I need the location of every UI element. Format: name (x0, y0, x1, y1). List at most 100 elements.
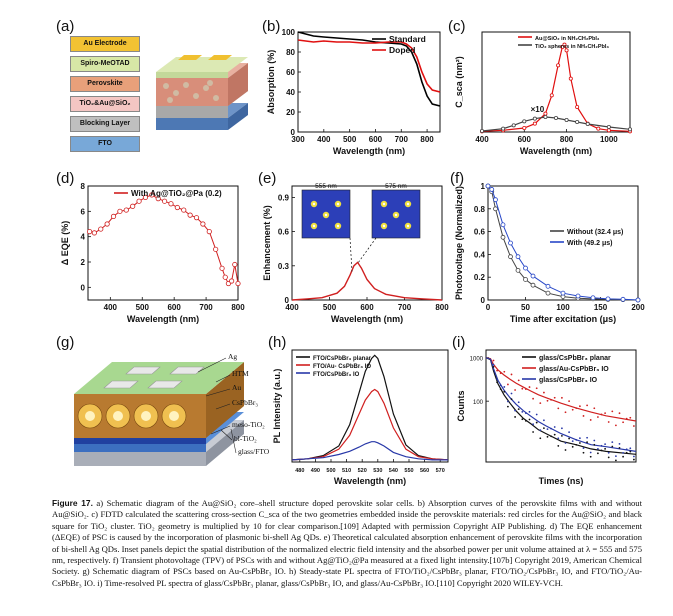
data-point (622, 421, 624, 424)
y-tick-label: 0.4 (474, 250, 486, 259)
series-line (291, 441, 448, 461)
data-point (575, 443, 578, 446)
y-tick-label: 60 (286, 68, 295, 77)
data-point (499, 388, 502, 391)
series-line (291, 354, 449, 461)
x-tick-label: 500 (343, 135, 357, 144)
layer-label: Au (232, 383, 242, 392)
x-tick-label: 400 (104, 303, 118, 312)
y-tick-label: 0 (291, 128, 296, 137)
photovoltage-chart: 0 50 100 150 200 0 0.2 0.4 0.6 0.8 1 Time after exc… (454, 182, 645, 324)
layer-stack: Au Electrode Spiro-MeOTAD Perovskite TiO₂&A… (70, 36, 140, 156)
x-tick-label: 100 (556, 303, 570, 312)
data-point (586, 441, 588, 444)
panel-d-label: (d) (56, 170, 75, 187)
data-point (98, 226, 104, 232)
data-point (489, 187, 495, 192)
layer-box: TiO₂&Au@SiO₂ (70, 96, 140, 112)
plot-frame (297, 31, 441, 133)
data-point (560, 290, 566, 296)
data-point (532, 116, 537, 121)
data-point (582, 451, 585, 454)
data-point (585, 122, 590, 127)
data-point (507, 405, 509, 408)
data-point (517, 401, 520, 404)
data-point (549, 93, 554, 98)
panel-h: (h) 480 490 500 510 520 530 540 550 560 570 Wavele… (268, 334, 456, 494)
data-point (590, 295, 596, 301)
data-point (222, 274, 228, 280)
data-point (635, 297, 641, 303)
hotspot-core (382, 224, 386, 228)
series-line (297, 31, 441, 107)
panel-a: (a) Au Electrode Spiro-MeOTAD Perovskite Ti… (56, 18, 266, 153)
data-point (618, 442, 621, 445)
data-point (232, 261, 238, 268)
inset-leader (349, 237, 353, 272)
data-point (235, 280, 241, 287)
data-point (493, 206, 498, 212)
y-tick-label: 0.9 (278, 193, 290, 202)
data-point (181, 207, 187, 213)
data-point (625, 417, 628, 420)
data-point (521, 418, 524, 421)
data-point (508, 240, 513, 246)
x-axis-label: Wavelength (nm) (127, 314, 199, 324)
x-tick-label: 520 (358, 468, 367, 474)
series-line (485, 357, 637, 452)
data-point (633, 455, 635, 458)
inset-label: 555 nm (315, 183, 337, 190)
legend-label: Doped (389, 45, 415, 55)
data-point (564, 118, 569, 123)
x-tick-label: 200 (631, 303, 645, 312)
data-point (564, 442, 567, 444)
data-point (575, 120, 580, 125)
data-point (589, 455, 592, 458)
layer-box: FTO (70, 136, 140, 152)
data-point (593, 439, 596, 442)
y-tick-label: 2 (81, 258, 86, 267)
y-axis-label: Counts (456, 391, 466, 422)
series-line (297, 39, 441, 93)
data-point (593, 407, 596, 410)
data-point (553, 396, 556, 399)
data-point (568, 400, 570, 403)
x-tick-label: 800 (435, 303, 449, 312)
legend-label: Au@SiO₂ in NH₂CH₂PbI₃ (535, 36, 600, 42)
data-point (564, 411, 567, 414)
data-point (523, 277, 528, 282)
panel-f-label: (f) (450, 170, 465, 187)
data-point (503, 390, 506, 393)
y-tick-label: 0.2 (474, 273, 486, 282)
data-point (546, 399, 549, 402)
data-point (600, 413, 603, 416)
legend-label: FTO/CsPbBr₃ planar (313, 356, 372, 362)
series-line (291, 261, 443, 301)
layer-box: Spiro-MeOTAD (70, 56, 140, 72)
data-point (510, 373, 513, 376)
x-tick-label: 550 (404, 468, 413, 474)
layer-label: Ag (228, 352, 238, 361)
x-axis-label: Wavelength (nm) (334, 476, 406, 486)
data-point (480, 129, 485, 134)
data-point (596, 126, 601, 131)
data-point (557, 437, 560, 440)
x-tick-label: 540 (389, 468, 398, 474)
data-point (611, 441, 614, 444)
data-point (571, 445, 574, 448)
data-point (130, 203, 136, 209)
data-point (522, 126, 527, 131)
panel-h-label: (h) (268, 334, 287, 351)
inset-leader (357, 237, 377, 264)
data-point (593, 443, 596, 446)
layer-label: meso-TiO₂ (232, 420, 265, 429)
data-point (550, 435, 552, 438)
panel-e-label: (e) (258, 170, 277, 187)
data-point (561, 434, 563, 437)
data-point (597, 416, 599, 418)
data-point (615, 459, 617, 462)
x-tick-label: 570 (436, 468, 445, 474)
data-point (611, 445, 614, 448)
x-tick-label: 50 (521, 303, 530, 312)
data-point (514, 416, 516, 418)
